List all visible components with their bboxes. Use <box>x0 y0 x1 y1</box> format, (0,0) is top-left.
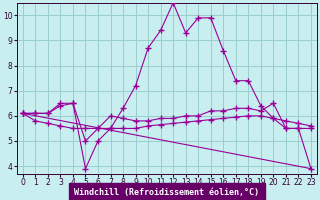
X-axis label: Windchill (Refroidissement éolien,°C): Windchill (Refroidissement éolien,°C) <box>74 188 260 197</box>
